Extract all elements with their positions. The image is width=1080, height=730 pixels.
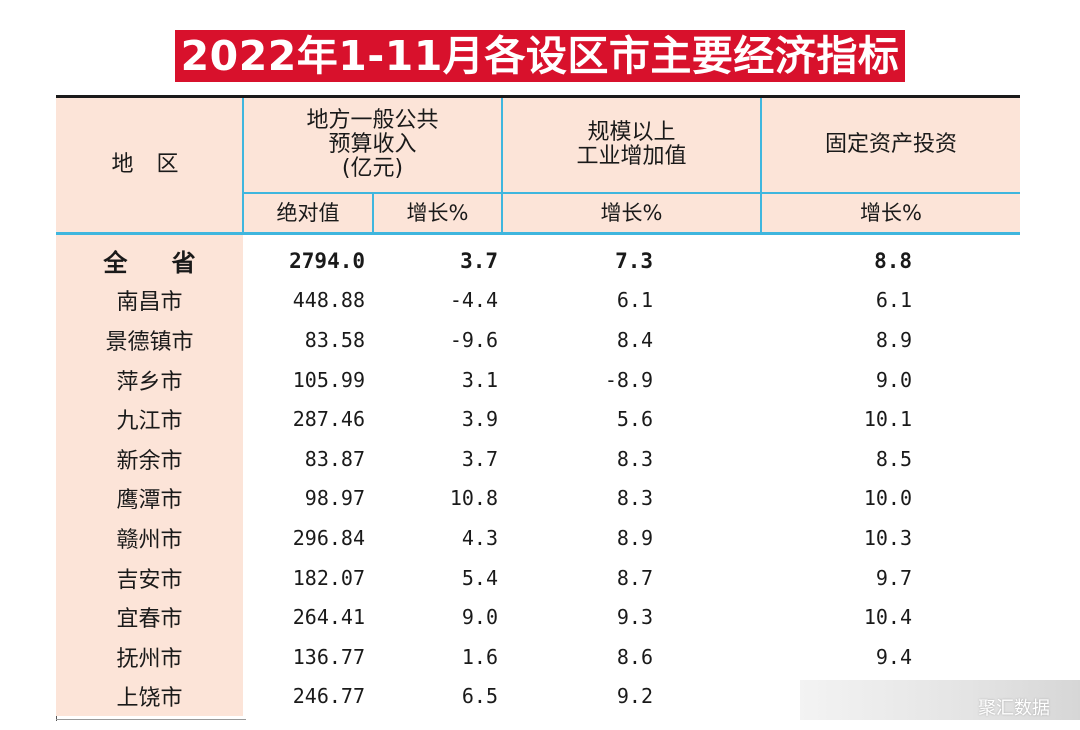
cell-budget-growth: 9.0	[461, 605, 499, 630]
cell-investment-growth: 10.3	[863, 525, 913, 550]
cell-budget-growth: 6.5	[461, 684, 499, 709]
cell-budget-growth: 5.4	[461, 565, 499, 590]
cell-budget-absolute: 264.41	[292, 605, 365, 630]
cell-budget-absolute: 448.88	[292, 288, 365, 313]
cell-budget-growth: 3.9	[461, 407, 499, 432]
cell-region-name: 赣州市	[56, 518, 243, 558]
table-row: 抚州市 136.77 1.6 8.6 9.4	[56, 636, 1020, 677]
cell-region-name: 鹰潭市	[56, 478, 243, 519]
cell-region-name: 吉安市	[56, 557, 243, 598]
cell-investment-growth: 8.8	[874, 248, 913, 273]
table-row: 南昌市 448.88 -4.4 6.1 6.1	[56, 280, 1020, 321]
cell-budget-absolute: 105.99	[292, 367, 365, 392]
cell-industry-growth: 8.3	[616, 486, 654, 511]
watermark-blur	[800, 680, 1080, 720]
cell-industry-growth: -8.9	[604, 367, 654, 392]
cell-industry-growth: 6.1	[616, 288, 654, 313]
cell-budget-absolute: 296.84	[292, 525, 365, 550]
table-row: 全 省 2794.0 3.7 7.3 8.8	[56, 233, 1020, 281]
cell-region-name: 九江市	[56, 399, 243, 439]
cell-investment-growth: 9.4	[875, 644, 913, 669]
cell-industry-growth: 8.3	[616, 446, 654, 471]
header-investment-growth: 增长%	[761, 193, 1021, 235]
header-budget-growth: 增长%	[373, 193, 504, 235]
cell-budget-absolute: 287.46	[292, 407, 365, 432]
cell-region-name: 全 省	[56, 233, 243, 281]
cell-budget-growth: 3.7	[460, 248, 499, 273]
cell-investment-growth: 6.1	[875, 288, 913, 313]
header-budget: 地方一般公共 预算收入 (亿元)	[243, 95, 504, 194]
cell-budget-absolute: 2794.0	[289, 248, 365, 273]
cell-industry-growth: 5.6	[616, 407, 654, 432]
header-industry: 规模以上 工业增加值	[502, 95, 763, 194]
cell-industry-growth: 8.6	[616, 644, 654, 669]
cell-budget-absolute: 182.07	[292, 565, 365, 590]
table-row: 上饶市 246.77 6.5 9.2	[56, 676, 1020, 717]
page-title: 2022年1-11月各设区市主要经济指标	[174, 30, 906, 82]
table-row: 宜春市 264.41 9.0 9.3 10.4	[56, 597, 1020, 637]
cell-industry-growth: 9.2	[616, 684, 654, 709]
header-industry-growth: 增长%	[502, 193, 763, 235]
header-region: 地 区	[56, 95, 244, 235]
cell-region-name: 南昌市	[56, 280, 243, 321]
watermark-text: 聚汇数据	[978, 698, 1050, 719]
cell-investment-growth: 10.0	[863, 486, 913, 511]
table-row: 景德镇市 83.58 -9.6 8.4 8.9	[56, 320, 1020, 360]
table-row: 吉安市 182.07 5.4 8.7 9.7	[56, 557, 1020, 598]
cell-budget-growth: 3.1	[461, 367, 499, 392]
title-container: 2022年1-11月各设区市主要经济指标	[0, 30, 1080, 82]
header-budget-line-1: 地方一般公共	[306, 108, 439, 133]
cell-budget-absolute: 98.97	[304, 486, 365, 511]
cell-industry-growth: 8.4	[616, 327, 654, 352]
cell-budget-absolute: 136.77	[292, 644, 365, 669]
cell-budget-absolute: 246.77	[292, 684, 365, 709]
header-absolute: 绝对值	[243, 193, 374, 235]
cell-budget-absolute: 83.58	[304, 327, 365, 352]
cell-region-name: 宜春市	[56, 597, 243, 637]
cell-industry-growth: 8.7	[616, 565, 654, 590]
cell-budget-growth: -9.6	[449, 327, 499, 352]
cell-budget-absolute: 83.87	[304, 446, 365, 471]
table-header: 地 区 地方一般公共 预算收入 (亿元) 规模以上 工业增加值 固定资产投资 绝…	[56, 95, 1021, 235]
cell-budget-growth: 3.7	[461, 446, 499, 471]
cell-budget-growth: 10.8	[449, 486, 499, 511]
cell-region-name: 上饶市	[56, 676, 243, 717]
table-row: 萍乡市 105.99 3.1 -8.9 9.0	[56, 359, 1020, 400]
cell-investment-growth: 10.1	[863, 407, 913, 432]
cell-investment-growth: 9.7	[875, 565, 913, 590]
table-row: 鹰潭市 98.97 10.8 8.3 10.0	[56, 478, 1020, 519]
table-row: 新余市 83.87 3.7 8.3 8.5	[56, 438, 1020, 479]
table-row: 赣州市 296.84 4.3 8.9 10.3	[56, 518, 1020, 558]
cell-budget-growth: 4.3	[461, 525, 499, 550]
cell-region-name: 萍乡市	[56, 359, 243, 400]
table-row: 九江市 287.46 3.9 5.6 10.1	[56, 399, 1020, 439]
cell-investment-growth: 9.0	[875, 367, 913, 392]
header-investment: 固定资产投资	[761, 95, 1021, 194]
cell-budget-growth: 1.6	[461, 644, 499, 669]
header-industry-line-2: 工业增加值	[576, 144, 687, 169]
cell-region-name: 抚州市	[56, 636, 243, 677]
header-industry-line-1: 规模以上	[587, 120, 676, 145]
cell-investment-growth: 8.5	[875, 446, 913, 471]
header-budget-line-2: 预算收入	[328, 132, 417, 157]
table-bottom-border	[56, 719, 246, 720]
cell-region-name: 景德镇市	[56, 320, 243, 360]
header-budget-line-3: (亿元)	[341, 156, 404, 181]
cell-budget-growth: -4.4	[449, 288, 499, 313]
cell-industry-growth: 9.3	[616, 605, 654, 630]
cell-region-name: 新余市	[56, 438, 243, 479]
table-body: 全 省 2794.0 3.7 7.3 8.8 南昌市 448.88 -4.4 6.1 6.1 景德镇…	[56, 233, 1020, 717]
indicator-table: 地 区 地方一般公共 预算收入 (亿元) 规模以上 工业增加值 固定资产投资 绝…	[56, 95, 1021, 717]
cell-investment-growth: 10.4	[863, 605, 913, 630]
cell-industry-growth: 8.9	[616, 525, 654, 550]
cell-investment-growth: 8.9	[875, 327, 913, 352]
cell-industry-growth: 7.3	[615, 248, 654, 273]
